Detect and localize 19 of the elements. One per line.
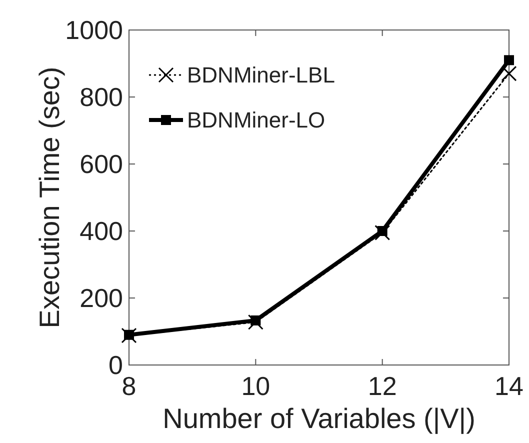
legend-label: BDNMiner-LO xyxy=(187,108,326,133)
y-tick-label: 800 xyxy=(80,82,123,112)
point xyxy=(248,314,264,330)
y-tick-label: 1000 xyxy=(65,15,123,46)
point xyxy=(121,328,137,344)
x-tick-label: 14 xyxy=(494,371,524,401)
x-tick-label: 12 xyxy=(368,371,397,401)
y-tick-label: 200 xyxy=(80,283,123,314)
x-axis-title: Number of Variables (|V|) xyxy=(162,403,476,434)
y-tick-label: 400 xyxy=(80,216,123,246)
y-axis-title: Execution Time (sec) xyxy=(34,66,65,328)
point xyxy=(504,55,514,66)
x-tick-label: 8 xyxy=(122,371,136,401)
y-tick-label: 600 xyxy=(80,149,123,180)
point xyxy=(374,224,390,240)
legend-label: BDNMiner-LBL xyxy=(187,62,335,88)
point xyxy=(501,66,517,82)
y-tick-label: 0 xyxy=(108,350,123,380)
x-tick-label: 10 xyxy=(241,371,270,401)
